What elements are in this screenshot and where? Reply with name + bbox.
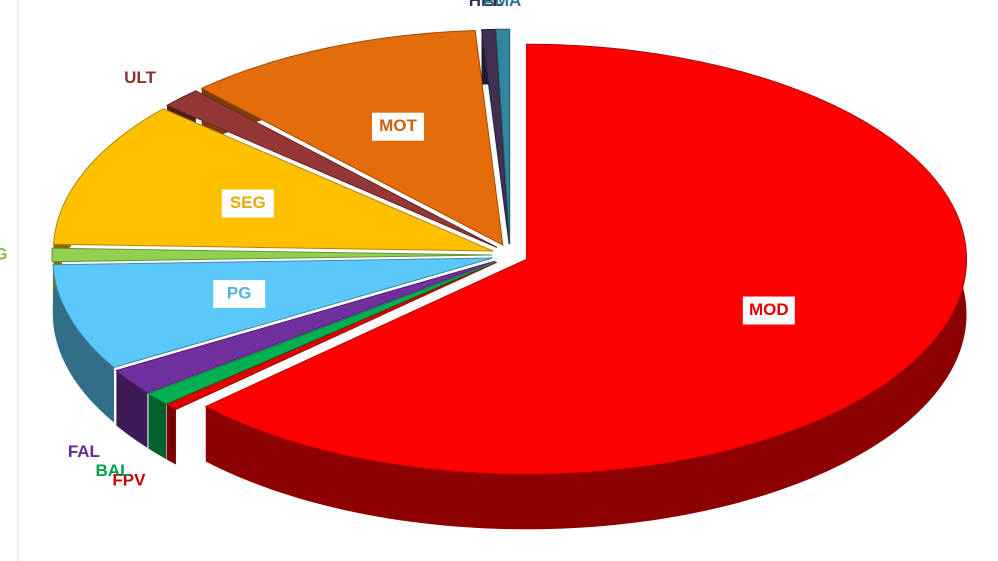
slice-side [205,44,967,530]
slice-side [52,264,114,423]
slice [200,29,504,246]
slice-label: FAL [68,442,100,461]
slice-label: ULT [124,68,156,87]
slice-label: BAL [96,461,131,480]
slice-label: PG [227,283,252,302]
slice [115,260,496,394]
slice [52,108,494,252]
slice [52,257,493,369]
label-box [221,189,274,218]
slice-label: AMA [483,0,522,10]
slice [51,247,493,263]
slice [204,43,967,475]
slice-side [166,404,176,465]
label-box [742,296,795,325]
slice-label: MOD [749,300,789,319]
slice-side [148,393,167,460]
slice-label: MOT [379,116,417,135]
slice [480,28,510,245]
slice-label: HG [0,244,8,263]
slice [495,28,511,245]
slice [165,90,498,248]
slice-label: FPV [112,470,146,489]
slice-side [116,370,148,448]
slice-label: HEL [469,0,503,10]
slice [165,261,497,411]
slice [147,261,497,405]
label-box [372,112,425,141]
slice-label: SEG [230,193,266,212]
label-box [213,280,266,309]
